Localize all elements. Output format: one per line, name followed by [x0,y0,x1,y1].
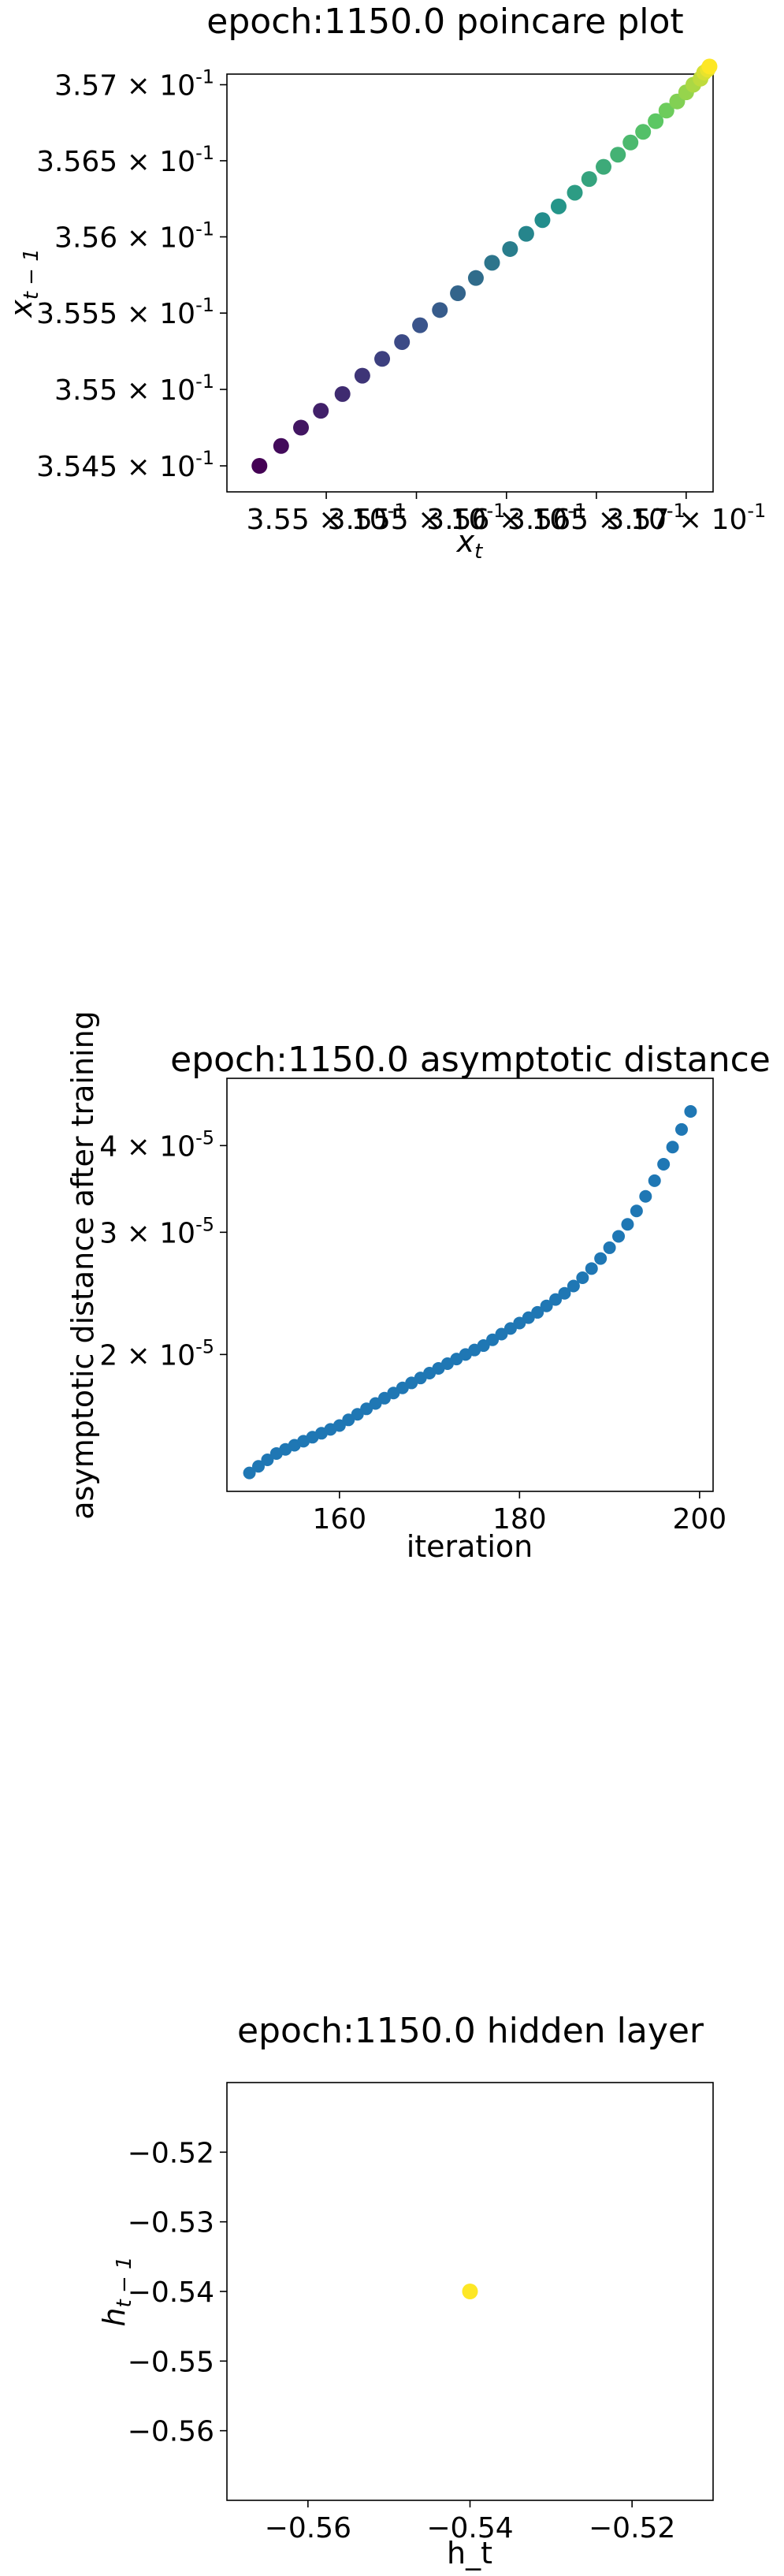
chart-title: epoch:1150.0 hidden layer [237,2011,704,2051]
data-point [612,1230,626,1243]
x-axis-label: iteration [407,1529,533,1564]
data-point [292,419,309,436]
plot-area-frame [226,1078,714,1492]
data-point [495,1327,508,1341]
data-point [621,1218,634,1231]
x-tick-label: 180 [492,1503,547,1536]
data-point [261,1454,274,1467]
data-point [462,2284,478,2299]
x-tick-label: 3.57 × 10-1 [606,500,766,536]
y-tick-label: 3.57 × 10-1 [54,65,214,102]
data-point [684,1104,697,1118]
data-point [251,1460,265,1473]
data-point [648,1174,661,1187]
data-point [701,58,718,75]
data-point [432,302,448,318]
data-point [518,225,534,242]
x-tick-label: 3.555 × 10-1 [328,500,506,536]
data-point [657,1157,671,1171]
data-point [486,1333,500,1346]
y-tick-label: 3.565 × 10-1 [36,142,214,178]
data-point [550,198,567,214]
x-tick-label: 3.55 × 10-1 [247,500,407,536]
y-tick-label: 3.56 × 10-1 [54,218,214,254]
data-point [581,171,597,188]
data-point [639,1189,652,1203]
x-tick-label: 3.56 × 10-1 [426,500,586,536]
data-point [531,1305,544,1319]
data-point [394,333,411,350]
x-tick-label: 160 [312,1503,366,1536]
data-point [567,1279,580,1293]
data-point [585,1262,598,1275]
y-axis-label: asymptotic distance after training [65,1011,100,1520]
data-point [596,158,612,175]
data-point [412,317,429,333]
x-tick-label: −0.54 [426,2512,513,2544]
y-tick-label: −0.56 [128,2416,214,2448]
data-point [333,1419,346,1432]
data-point [502,240,518,257]
data-point [467,270,484,286]
data-point [567,184,583,201]
y-tick-label: 2 × 10-5 [99,1335,214,1372]
hidden-layer-chart: epoch:1150.0 hidden layer −0.56 −0.54 −0.5… [97,2011,714,2570]
data-point [594,1252,608,1265]
data-point [630,1204,643,1218]
y-tick-label: 3.55 × 10-1 [54,370,214,407]
data-point [666,1141,679,1154]
y-tick-label: 4 × 10-5 [99,1126,214,1163]
y-tick-label: −0.52 [128,2137,214,2169]
data-point [540,1299,553,1312]
x-axis-label: h_t [447,2536,492,2570]
data-point [675,1122,689,1136]
data-point [558,1286,571,1300]
data-point [354,367,370,384]
data-point [450,285,466,302]
x-tick-label: 200 [673,1503,727,1536]
y-tick-label: −0.55 [128,2346,214,2378]
data-point [342,1413,355,1427]
chart-title: epoch:1150.0 poincare plot [206,2,683,42]
data-point [658,102,674,119]
y-tick-label: 3 × 10-5 [99,1213,214,1249]
data-point [549,1293,563,1306]
y-tick-label: 3.555 × 10-1 [36,294,214,330]
poincare-plot-chart: epoch:1150.0 poincare plot 3.55 × 10-13.… [4,2,766,564]
data-point [313,403,329,419]
y-tick-label: −0.53 [128,2207,214,2239]
y-tick-label: −0.54 [128,2276,214,2309]
x-tick-label: −0.52 [589,2512,675,2544]
data-point [374,351,391,367]
data-point [243,1466,256,1480]
data-point [334,385,351,402]
data-point [603,1241,616,1254]
data-point [576,1271,589,1284]
data-point [273,437,289,454]
data-point [635,124,652,140]
plot-area-frame [226,73,714,493]
asymptotic-distance-chart: epoch:1150.0 asymptotic distance 160 180 2… [65,1011,771,1564]
y-tick-label: 3.545 × 10-1 [36,447,214,483]
data-point [251,457,268,474]
data-point [610,147,626,163]
data-point [534,212,551,229]
y-axis-label: xt − 1 [4,248,43,318]
data-point [477,1339,490,1353]
x-axis-label: xt [456,524,484,564]
y-axis-label: ht − 1 [97,2256,136,2326]
x-tick-label: −0.56 [265,2512,351,2544]
data-point [648,113,664,129]
data-point [484,255,500,271]
data-point [622,134,639,151]
x-tick-label: 3.565 × 10-1 [507,500,686,536]
chart-title: epoch:1150.0 asymptotic distance [170,1040,771,1080]
